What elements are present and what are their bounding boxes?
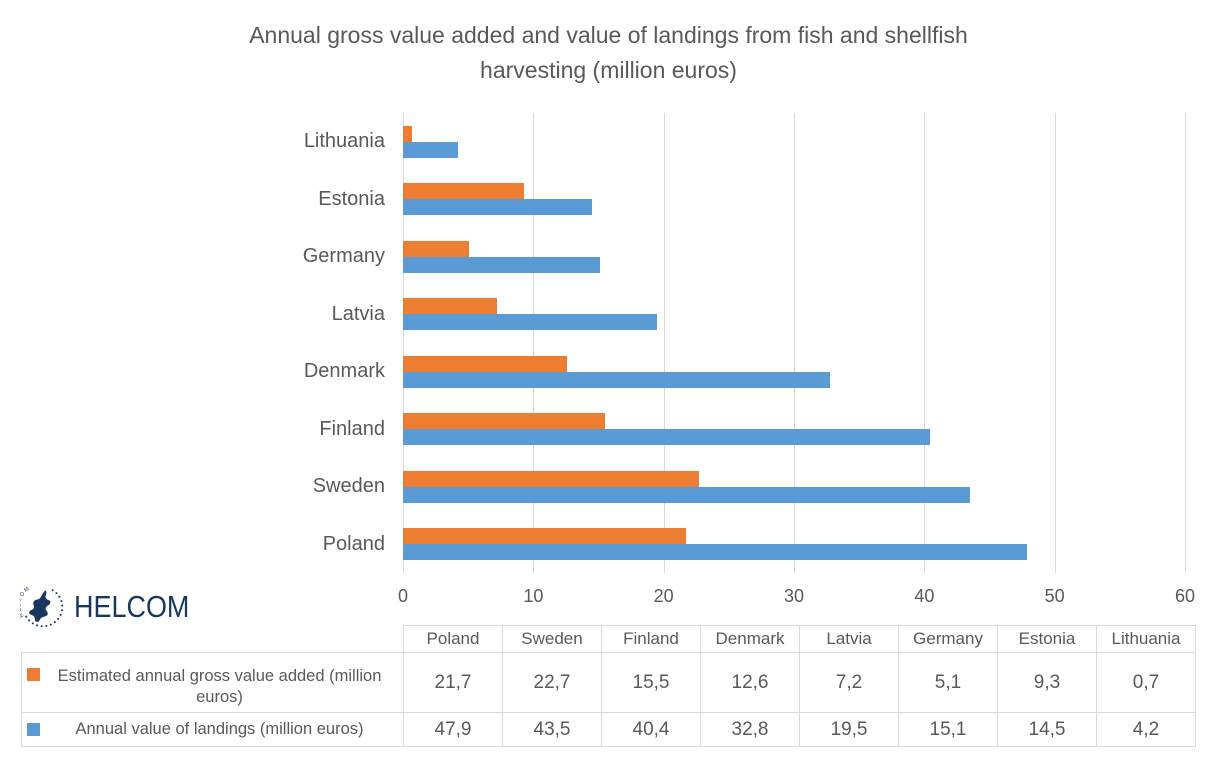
value-cell: 15,5 [601, 652, 701, 713]
value-cell: 0,7 [1096, 652, 1196, 713]
category-label: Germany [302, 245, 385, 268]
bar-row [403, 458, 1185, 516]
bar-row [403, 286, 1185, 344]
value-cell: 5,1 [898, 652, 998, 713]
helcom-logo: HELCOM HELCOM [20, 583, 207, 631]
helcom-emblem-icon: HELCOM [20, 585, 64, 628]
bar-gross-value-added [403, 125, 413, 142]
legend-swatch-value-of-landings [27, 723, 40, 736]
x-tick-label: 40 [914, 586, 935, 606]
column-header: Estonia [997, 625, 1097, 653]
value-cell: 15,1 [898, 712, 998, 747]
bar-gross-value-added [403, 298, 497, 315]
bar-value-of-landings [403, 371, 831, 388]
x-tick-label: 30 [783, 586, 805, 606]
category-label: Finland [319, 417, 385, 440]
column-header: Finland [601, 625, 701, 653]
value-cell: 40,4 [601, 712, 701, 747]
value-cell: 19,5 [799, 712, 899, 747]
bar-value-of-landings [403, 314, 658, 331]
value-cell: 43,5 [502, 712, 602, 747]
bar-row [403, 113, 1185, 171]
bar-value-of-landings [403, 544, 1028, 561]
gridline [533, 113, 535, 573]
category-label: Poland [322, 532, 385, 555]
category-axis: Lithuania Estonia Germany Latvia Denmark Finl… [0, 113, 385, 573]
bar-row [403, 228, 1185, 286]
category-label: Lithuania [303, 130, 385, 153]
value-cell: 4,2 [1096, 712, 1196, 747]
column-header: Denmark [700, 625, 800, 653]
gridline [1185, 113, 1186, 573]
bar-gross-value-added [403, 183, 525, 200]
x-axis: 0 10 20 30 40 50 60 [398, 586, 1195, 610]
legend-label: Annual value of landings (million euros) [75, 720, 364, 738]
bar-gross-value-added [403, 355, 568, 372]
legend-cell: Annual value of landings (million euros) [21, 712, 404, 747]
bar-value-of-landings [403, 256, 600, 273]
x-tick-label: 0 [397, 586, 409, 606]
x-tick-label: 20 [653, 586, 674, 606]
legend-cell: Estimated annual gross value added (mill… [21, 652, 404, 713]
category-label: Estonia [318, 187, 385, 210]
value-cell: 14,5 [997, 712, 1097, 747]
legend-swatch-gross-value-added [27, 668, 40, 681]
column-header: Sweden [502, 625, 602, 653]
bar-value-of-landings [403, 199, 592, 216]
gridline [403, 113, 404, 573]
gridline [794, 113, 795, 573]
category-label: Latvia [331, 302, 385, 325]
bar-gross-value-added [403, 413, 606, 430]
bar-value-of-landings [403, 486, 970, 503]
bar-gross-value-added [403, 470, 699, 487]
value-cell: 22,7 [502, 652, 602, 713]
data-table: Poland Sweden Finland Denmark Latvia Germany E… [21, 625, 1196, 747]
legend-label: Estimated annual gross value added (mill… [57, 667, 382, 706]
x-tick-label: 60 [1174, 586, 1196, 606]
bar-gross-value-added [403, 240, 470, 257]
x-tick-label: 10 [523, 586, 544, 606]
column-header: Germany [898, 625, 998, 653]
category-label: Denmark [303, 360, 385, 383]
value-cell: 7,2 [799, 652, 899, 713]
x-tick-label: 50 [1044, 586, 1065, 606]
column-header: Poland [403, 625, 503, 653]
bar-rows [403, 113, 1185, 573]
bar-gross-value-added [403, 528, 686, 545]
value-cell: 32,8 [700, 712, 800, 747]
table-corner-cell [22, 626, 404, 653]
column-header: Lithuania [1096, 625, 1196, 653]
helcom-wordmark: HELCOM [74, 589, 190, 624]
gridline [663, 113, 665, 573]
gridline [1054, 113, 1056, 573]
value-cell: 21,7 [403, 652, 503, 713]
bar-row [403, 401, 1185, 459]
bar-row [403, 343, 1185, 401]
category-label: Sweden [312, 475, 385, 498]
column-header: Latvia [799, 625, 899, 653]
bar-row [403, 171, 1185, 229]
bar-value-of-landings [403, 429, 930, 446]
value-cell: 12,6 [700, 652, 800, 713]
value-cell: 9,3 [997, 652, 1097, 713]
gridline [924, 113, 926, 573]
bar-value-of-landings [403, 141, 458, 158]
value-cell: 47,9 [403, 712, 503, 747]
bar-row [403, 516, 1185, 574]
chart-title: Annual gross value added and value of la… [249, 22, 968, 83]
plot-area [403, 113, 1186, 573]
